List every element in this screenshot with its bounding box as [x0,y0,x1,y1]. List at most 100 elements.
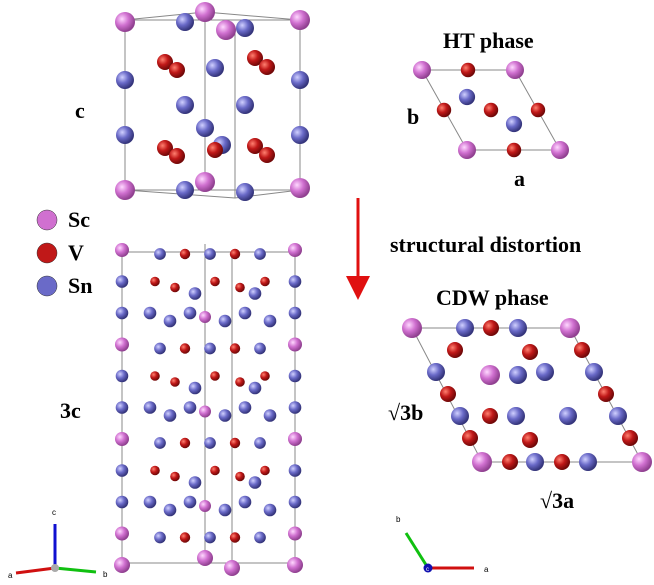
atom [180,249,190,259]
atom [204,248,216,260]
atom [230,532,240,542]
atom [249,382,262,395]
atom [144,307,157,320]
atom [184,496,197,509]
atom [507,407,525,425]
axis-a [16,568,55,573]
atom [154,532,166,544]
atom [560,318,580,338]
axes-left: c a b [8,508,108,580]
atom [287,557,303,573]
arrow-label: structural distortion [390,232,581,257]
atom [290,10,310,30]
atom [427,363,445,381]
atom [259,59,275,75]
atom [585,363,603,381]
atom [164,504,177,517]
atom [235,283,245,293]
atom [116,307,129,320]
atom [264,315,277,328]
atom [260,371,270,381]
atom [509,366,527,384]
atom [291,126,309,144]
atom [264,504,277,517]
atom [447,342,463,358]
atom [291,71,309,89]
axis-b [406,533,428,568]
atom [150,277,160,287]
atom [204,532,216,544]
top-cell-box [125,12,300,198]
atom [199,406,211,418]
atom [114,557,130,573]
atom [180,438,190,448]
atom [254,532,266,544]
atom [484,103,498,117]
atom [288,243,302,257]
atom [206,59,224,77]
atom [507,143,521,157]
atom [622,430,638,446]
atom [180,532,190,542]
atom [115,12,135,32]
atom [239,307,252,320]
atom [462,430,478,446]
atom [170,377,180,387]
figure: c HT phase b a structural distortion CDW… [0,0,654,585]
cdw-title: CDW phase [436,285,549,310]
atom [239,401,252,414]
atom [249,287,262,300]
atom [115,180,135,200]
atom [288,527,302,541]
atom [239,496,252,509]
atom [197,550,213,566]
atom [459,89,475,105]
atom [254,343,266,355]
atom [116,401,129,414]
atom [598,386,614,402]
atom [195,2,215,22]
atom [289,275,302,288]
atom [116,71,134,89]
atom [235,377,245,387]
atom [169,62,185,78]
atom [116,370,129,383]
atom [115,527,129,541]
atom [451,407,469,425]
ht-title: HT phase [443,28,534,53]
atom [224,560,240,576]
atom [574,342,590,358]
atom [154,437,166,449]
atom [522,432,538,448]
atom [144,401,157,414]
atom [456,319,474,337]
atom [554,454,570,470]
atom [288,338,302,352]
atom [551,141,569,159]
atom [289,464,302,477]
atom [170,472,180,482]
atom [196,119,214,137]
atom [235,472,245,482]
legend-label: Sc [68,207,90,232]
atom [289,370,302,383]
atom [531,103,545,117]
atom [254,437,266,449]
axis-b-label: b [103,570,108,579]
atom [115,338,129,352]
axis-a-label: a [484,565,489,574]
atom [260,277,270,287]
atom [259,147,275,163]
atom [230,343,240,353]
atom [482,408,498,424]
atom [230,249,240,259]
legend-label: Sn [68,273,92,298]
axis-b-label: b [396,515,401,524]
atom [144,496,157,509]
atom [154,343,166,355]
atom [579,453,597,471]
axes-right: b c a [396,515,489,574]
atom [609,407,627,425]
atom [483,320,499,336]
atom [116,464,129,477]
